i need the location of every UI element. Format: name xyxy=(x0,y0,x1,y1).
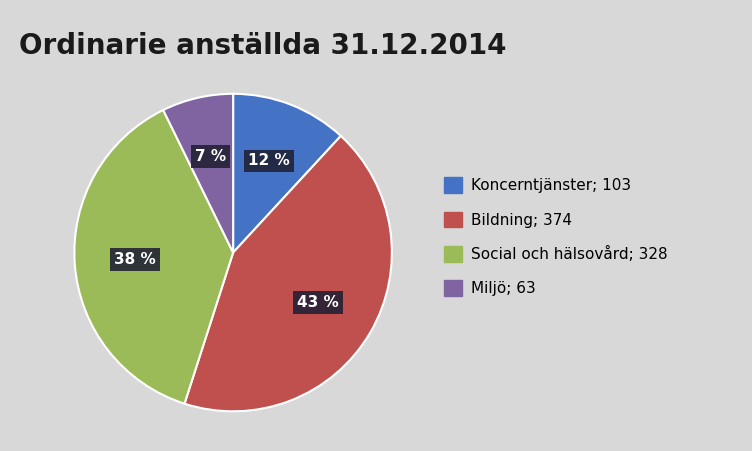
Text: 12 %: 12 % xyxy=(248,153,290,168)
Text: 7 %: 7 % xyxy=(196,149,226,164)
Text: Ordinarie anställda 31.12.2014: Ordinarie anställda 31.12.2014 xyxy=(20,32,507,60)
Text: 38 %: 38 % xyxy=(114,252,156,267)
Wedge shape xyxy=(163,94,233,253)
Wedge shape xyxy=(233,94,341,253)
Text: 43 %: 43 % xyxy=(297,295,339,310)
Legend: Koncerntjänster; 103, Bildning; 374, Social och hälsovård; 328, Miljö; 63: Koncerntjänster; 103, Bildning; 374, Soc… xyxy=(444,177,668,296)
Wedge shape xyxy=(184,136,392,411)
Wedge shape xyxy=(74,110,233,404)
